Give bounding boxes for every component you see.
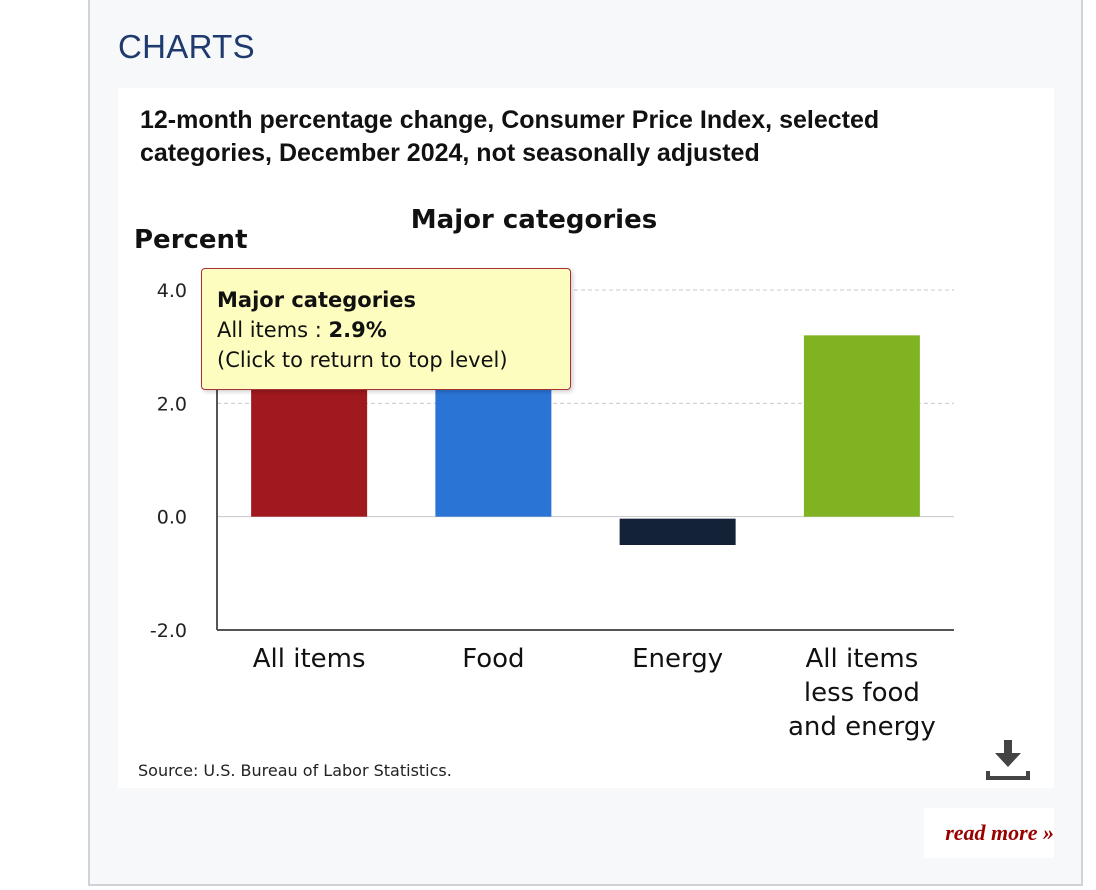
bar-energy[interactable] xyxy=(619,518,736,545)
read-more-link[interactable]: read more » xyxy=(945,820,1054,845)
bar-all-items-less-food-and-energy[interactable] xyxy=(803,335,920,517)
tooltip-hint: (Click to return to top level) xyxy=(217,348,508,372)
x-tick-label: All items less food and energy xyxy=(788,644,936,742)
bar-tooltip[interactable]: Major categories All items : 2.9% (Click… xyxy=(201,268,571,390)
download-icon[interactable] xyxy=(985,738,1031,782)
tooltip-label: All items : xyxy=(217,318,329,342)
x-tick-label-line: and energy xyxy=(788,712,936,742)
y-tick-label: 4.0 xyxy=(157,280,187,302)
x-tick-label: Energy xyxy=(632,644,723,674)
y-tick-label: 0.0 xyxy=(157,507,187,529)
tooltip-title: Major categories xyxy=(217,288,417,312)
y-axis-label: Percent xyxy=(134,225,248,255)
x-tick-label-line: All items xyxy=(253,644,366,674)
y-tick-label: -2.0 xyxy=(150,620,187,642)
x-tick-label: Food xyxy=(462,644,524,674)
tooltip-value-line: All items : 2.9% xyxy=(217,315,570,345)
chart-subtitle: Major categories xyxy=(411,205,657,235)
chart-title: 12-month percentage change, Consumer Pri… xyxy=(140,106,880,167)
read-more-box: read more » xyxy=(924,808,1054,858)
x-tick-label: All items xyxy=(253,644,366,674)
x-tick-label-line: less food xyxy=(804,678,920,708)
bar-food[interactable] xyxy=(435,375,552,517)
tooltip-value: 2.9% xyxy=(328,318,387,342)
x-tick-label-line: Energy xyxy=(632,644,723,674)
section-heading: CHARTS xyxy=(118,28,255,65)
y-tick-label: 2.0 xyxy=(157,393,187,415)
x-tick-label-line: Food xyxy=(462,644,524,674)
x-tick-label-line: All items xyxy=(805,644,918,674)
source-note: Source: U.S. Bureau of Labor Statistics. xyxy=(138,761,452,780)
